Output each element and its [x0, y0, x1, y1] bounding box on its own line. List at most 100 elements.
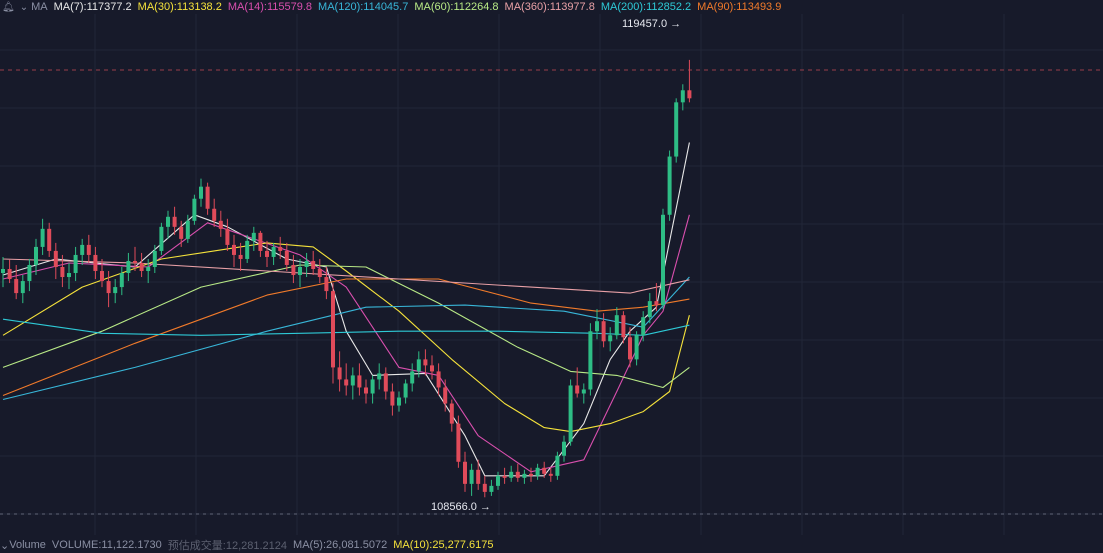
candle-body [166, 216, 170, 227]
candle-body [232, 244, 236, 255]
candle [100, 258, 104, 288]
candle [357, 363, 362, 396]
candle-body [40, 228, 45, 247]
candle-body [647, 301, 652, 318]
candle-body [278, 246, 283, 251]
candle-body [680, 90, 685, 103]
candle-body [687, 90, 692, 99]
candle [364, 379, 368, 404]
candle [621, 311, 626, 344]
candle [535, 463, 540, 480]
candle [311, 250, 316, 276]
candle [298, 258, 302, 288]
candle [443, 379, 448, 412]
candle-body [245, 240, 250, 259]
candle [166, 210, 170, 239]
ma-line-ma120 [2, 276, 690, 401]
candle [152, 244, 157, 274]
ma-item-200: MA(200):112852.2 [600, 1, 692, 13]
candle [595, 309, 599, 340]
candle-body [641, 317, 646, 336]
candle [212, 198, 217, 227]
candle [34, 238, 38, 276]
candle-body [14, 279, 19, 294]
candle-body [522, 473, 527, 478]
ma-legend-label: MA [31, 1, 48, 13]
chevron-down-icon[interactable]: ⌄ [0, 539, 10, 552]
candle-body [595, 321, 599, 332]
candle-body [80, 244, 85, 255]
candle-body [20, 281, 25, 294]
candle [185, 214, 190, 243]
candle-body [489, 485, 494, 492]
candle-body [212, 208, 217, 221]
ma-line-ma90 [2, 278, 690, 397]
ma-item-7: MA(7):117377.2 [53, 1, 132, 13]
candle-body [443, 387, 448, 404]
candle [463, 451, 467, 492]
candle-body [172, 216, 177, 227]
candle-body [449, 403, 454, 424]
candle-body [192, 198, 197, 221]
candle [93, 246, 98, 280]
candle [608, 327, 613, 352]
candle [403, 379, 408, 404]
bell-icon[interactable]: 🔔︎ [2, 1, 15, 13]
candle-body [139, 262, 144, 272]
candle [416, 351, 421, 378]
candle-body [159, 226, 164, 251]
candle-body [7, 269, 12, 280]
candle-body [185, 220, 190, 239]
candle [628, 327, 632, 368]
candle [383, 367, 388, 400]
candle-body [463, 461, 467, 484]
candle [291, 254, 296, 284]
estimated-volume: 预估成交量:12,281.2124 [167, 540, 288, 552]
candle [278, 236, 283, 259]
candle [1, 256, 5, 288]
candle [225, 218, 230, 251]
candle-body [397, 397, 401, 406]
candle [496, 471, 500, 490]
candle-body [86, 244, 91, 255]
chevron-down-icon[interactable]: ⌄ [19, 1, 29, 13]
candle [370, 375, 375, 404]
candle-body [621, 315, 626, 338]
candle-body [377, 373, 382, 380]
candle-body [67, 273, 71, 278]
candle [7, 259, 12, 284]
candle-body [548, 473, 553, 476]
candle-body [588, 331, 593, 390]
ma-line-ma14 [2, 214, 690, 473]
candle-body [529, 473, 533, 476]
candle-body [357, 375, 362, 388]
candle-body [383, 373, 388, 392]
candle [126, 252, 131, 282]
candle-body [34, 246, 38, 265]
candle [456, 415, 461, 468]
candle [271, 242, 276, 265]
candle-body [60, 266, 65, 278]
candle [53, 242, 58, 280]
candle [502, 467, 507, 484]
candle [661, 208, 665, 310]
candle [199, 178, 203, 207]
candle [251, 226, 256, 251]
candle-body [423, 359, 428, 366]
candle [60, 254, 65, 288]
candle-body [53, 250, 58, 267]
candle-body [456, 423, 461, 462]
candle-body [667, 156, 672, 215]
candle-body [133, 260, 137, 263]
candle-body [27, 264, 32, 282]
candle [588, 323, 593, 396]
candle-body [113, 287, 118, 294]
candle-body [284, 250, 289, 265]
candle-body [661, 214, 665, 306]
candle-body [674, 102, 679, 157]
candle [80, 238, 85, 265]
ma-line-ma7 [2, 142, 690, 477]
candle [238, 242, 243, 272]
candle-body [542, 467, 547, 474]
